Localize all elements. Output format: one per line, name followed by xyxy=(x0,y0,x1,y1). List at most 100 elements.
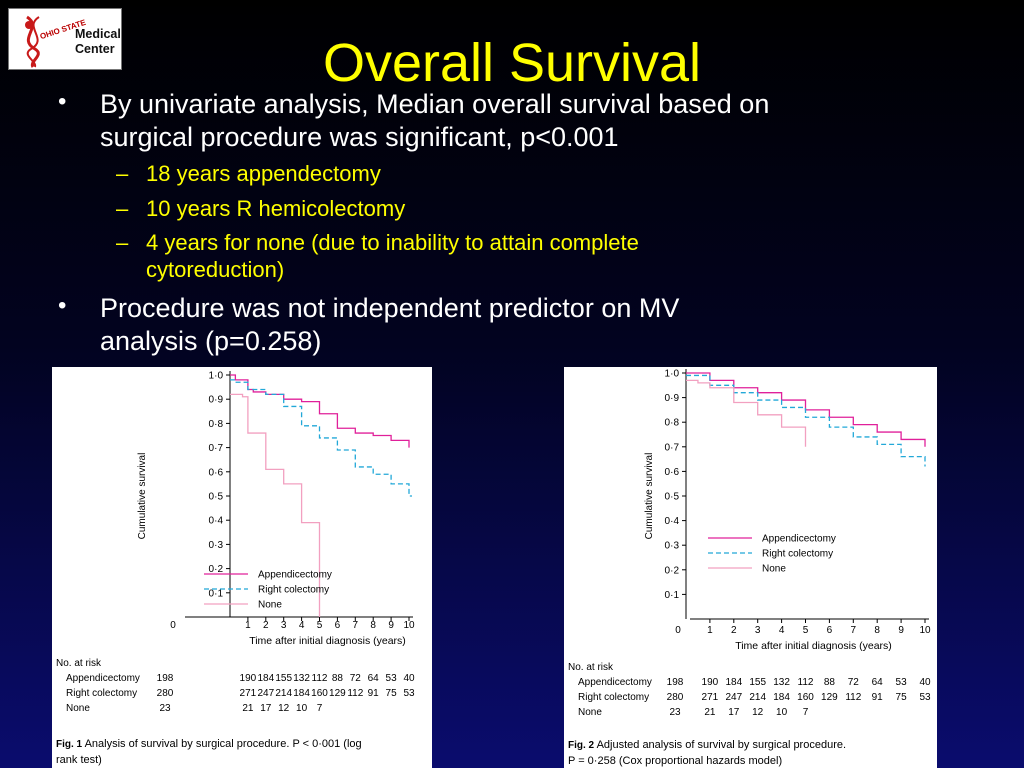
legend-label: Appendicectomy xyxy=(762,534,836,545)
risk-value: 214 xyxy=(749,692,766,703)
legend-label: None xyxy=(258,600,282,611)
risk-value: 184 xyxy=(293,688,310,699)
bullet-2-line-1: Procedure was not independent predictor … xyxy=(100,293,680,323)
risk-row-label: Appendicectomy xyxy=(578,677,652,688)
x-tick-label: 3 xyxy=(755,625,761,636)
risk-value: 198 xyxy=(157,673,174,684)
x-tick-label: 2 xyxy=(731,625,737,636)
risk-value: 53 xyxy=(896,677,908,688)
x-tick-label: 4 xyxy=(779,625,785,636)
x-axis-label: Time after initial diagnosis (years) xyxy=(735,640,892,652)
y-tick-label: 1·0 xyxy=(209,371,224,382)
risk-value: 91 xyxy=(872,692,884,703)
risk-value: 12 xyxy=(278,703,290,714)
series-line-none xyxy=(686,379,807,447)
bullet-marker: • xyxy=(58,88,67,115)
x-tick-label: 10 xyxy=(919,625,931,636)
x-tick-label: 6 xyxy=(827,625,833,636)
y-axis-label: Cumulative survival xyxy=(644,453,655,540)
risk-value: 160 xyxy=(797,692,814,703)
risk-value: 53 xyxy=(386,673,398,684)
risk-value: 17 xyxy=(728,707,740,718)
bullet-1-line-1: By univariate analysis, Median overall s… xyxy=(100,89,770,119)
figure-caption-line-1: Fig. 2 Adjusted analysis of survival by … xyxy=(568,739,846,751)
x-tick-label: 9 xyxy=(898,625,904,636)
y-tick-label: 0·9 xyxy=(209,395,224,406)
risk-value: 132 xyxy=(293,673,310,684)
x-tick-label: 0 xyxy=(170,620,176,631)
risk-value: 72 xyxy=(350,673,362,684)
y-tick-label: 0·6 xyxy=(209,467,224,478)
risk-value: 64 xyxy=(872,677,884,688)
risk-value: 112 xyxy=(845,692,861,703)
legend-label: Appendicectomy xyxy=(258,570,332,581)
slide-title: Overall Survival xyxy=(322,33,702,93)
risk-value: 132 xyxy=(773,677,790,688)
risk-row-label: Appendicectomy xyxy=(66,673,140,684)
y-tick-label: 0·3 xyxy=(209,540,224,551)
risk-value: 129 xyxy=(821,692,838,703)
risk-value: 23 xyxy=(159,703,171,714)
x-tick-label: 7 xyxy=(851,625,857,636)
x-tick-label: 10 xyxy=(403,620,415,631)
osu-medical-center-logo: OHIO STATE Medical Center xyxy=(8,8,122,70)
risk-value: 112 xyxy=(347,688,363,699)
risk-value: 7 xyxy=(803,707,809,718)
y-axis-label: Cumulative survival xyxy=(137,453,148,540)
figure-2-svg: 0·10·20·30·40·50·60·70·80·91·00 1 2 3 4 5 6 7 8 9… xyxy=(568,369,931,768)
x-axis-label: Time after initial diagnosis (years) xyxy=(249,635,406,647)
risk-value: 214 xyxy=(275,688,292,699)
legend-label: Right colectomy xyxy=(258,585,329,596)
risk-value: 88 xyxy=(824,677,836,688)
risk-value: 155 xyxy=(749,677,766,688)
dna-helix-icon xyxy=(25,15,40,68)
x-tick-label: 6 xyxy=(335,620,341,631)
x-tick-label: 9 xyxy=(388,620,394,631)
x-tick-label: 8 xyxy=(370,620,376,631)
logo-line-1: Medical xyxy=(75,27,121,41)
risk-value: 40 xyxy=(403,673,415,684)
risk-value: 75 xyxy=(386,688,398,699)
bullet-2-line-2: analysis (p=0.258) xyxy=(100,326,322,356)
sub-bullet-none-line-2: cytoreduction) xyxy=(146,257,285,282)
risk-value: 7 xyxy=(317,703,323,714)
y-tick-label: 0·3 xyxy=(665,541,680,552)
risk-value: 17 xyxy=(260,703,272,714)
risk-value: 112 xyxy=(312,673,328,684)
risk-value: 184 xyxy=(725,677,742,688)
logo-line-2: Center xyxy=(75,42,115,56)
legend-label: Right colectomy xyxy=(762,549,833,560)
risk-value: 72 xyxy=(848,677,860,688)
y-tick-label: 0·2 xyxy=(665,565,680,576)
risk-value: 184 xyxy=(257,673,274,684)
x-tick-label: 8 xyxy=(874,625,880,636)
risk-row-label: None xyxy=(578,707,602,718)
risk-row-label: None xyxy=(66,703,90,714)
risk-value: 12 xyxy=(752,707,764,718)
risk-value: 21 xyxy=(242,703,254,714)
y-tick-label: 1·0 xyxy=(665,369,680,380)
risk-value: 160 xyxy=(311,688,328,699)
y-tick-label: 0·9 xyxy=(665,393,680,404)
risk-table-heading: No. at risk xyxy=(56,658,102,669)
risk-table-heading: No. at risk xyxy=(568,662,614,673)
risk-value: 280 xyxy=(667,692,684,703)
figure-caption-line-2: rank test) xyxy=(56,754,102,766)
risk-value: 91 xyxy=(368,688,380,699)
risk-value: 64 xyxy=(368,673,380,684)
risk-value: 88 xyxy=(332,673,344,684)
y-tick-label: 0·2 xyxy=(209,564,224,575)
risk-value: 247 xyxy=(725,692,742,703)
risk-value: 10 xyxy=(776,707,788,718)
risk-row-label: Right colectomy xyxy=(66,688,137,699)
risk-value: 155 xyxy=(275,673,292,684)
x-tick-label: 1 xyxy=(707,625,713,636)
x-tick-label: 1 xyxy=(245,620,251,631)
figure-1-svg: 0·10·20·30·40·50·60·70·80·91·00 1 2 3 4 5 6 7 8 9… xyxy=(56,371,415,767)
y-tick-label: 0·7 xyxy=(209,443,224,454)
bullet-1-line-2: surgical procedure was significant, p<0.… xyxy=(100,122,619,152)
risk-value: 190 xyxy=(702,677,719,688)
risk-value: 112 xyxy=(798,677,814,688)
figure-caption-line-2: P = 0·258 (Cox proportional hazards mode… xyxy=(568,755,782,767)
y-tick-label: 0·4 xyxy=(665,516,680,527)
